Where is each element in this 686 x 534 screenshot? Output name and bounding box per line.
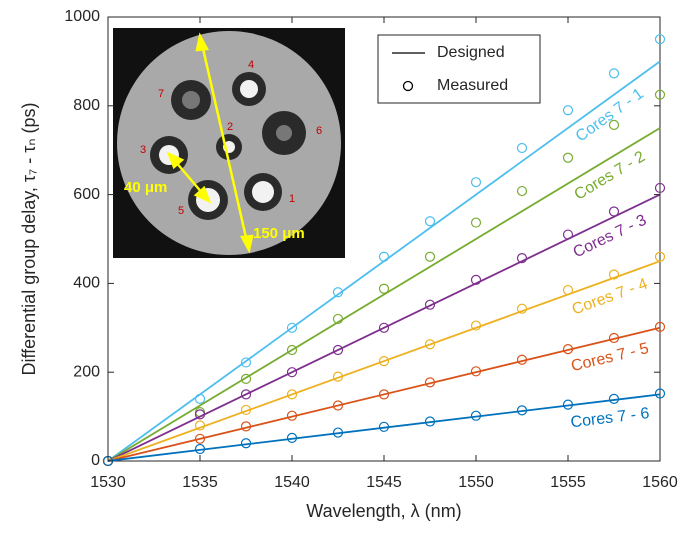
core-label: 2: [227, 121, 233, 133]
x-tick-label: 1535: [182, 474, 218, 491]
x-tick-label: 1560: [642, 474, 678, 491]
inset-image: 1 2 3 4 5 6 7 40 μm 150 μm: [113, 28, 345, 258]
annotation: 150 μm: [253, 225, 305, 242]
y-tick-label: 800: [73, 97, 100, 114]
x-tick-label: 1530: [90, 474, 126, 491]
core-label: 4: [248, 59, 254, 71]
core-label: 1: [289, 193, 295, 205]
x-tick-label: 1545: [366, 474, 402, 491]
y-tick-label: 600: [73, 186, 100, 203]
core-label: 3: [140, 144, 146, 156]
y-tick-label: 1000: [64, 8, 100, 25]
y-tick-label: 400: [73, 275, 100, 292]
x-tick-label: 1550: [458, 474, 494, 491]
core-label: 7: [158, 88, 164, 100]
legend-label: Designed: [437, 44, 505, 61]
core-label: 5: [178, 205, 184, 217]
chart: Wavelength, λ (nm) Differential group de…: [0, 0, 686, 529]
y-tick-label: 0: [91, 452, 100, 469]
y-axis-label: Differential group delay, τ₇ - τₙ (ps): [19, 102, 39, 375]
annotation: 40 μm: [124, 179, 167, 196]
x-tick-label: 1555: [550, 474, 586, 491]
core-label: 6: [316, 125, 322, 137]
legend: Designed Measured: [378, 35, 540, 103]
x-axis-label: Wavelength, λ (nm): [306, 501, 461, 521]
y-tick-label: 200: [73, 363, 100, 380]
x-tick-label: 1540: [274, 474, 310, 491]
legend-label: Measured: [437, 77, 508, 94]
